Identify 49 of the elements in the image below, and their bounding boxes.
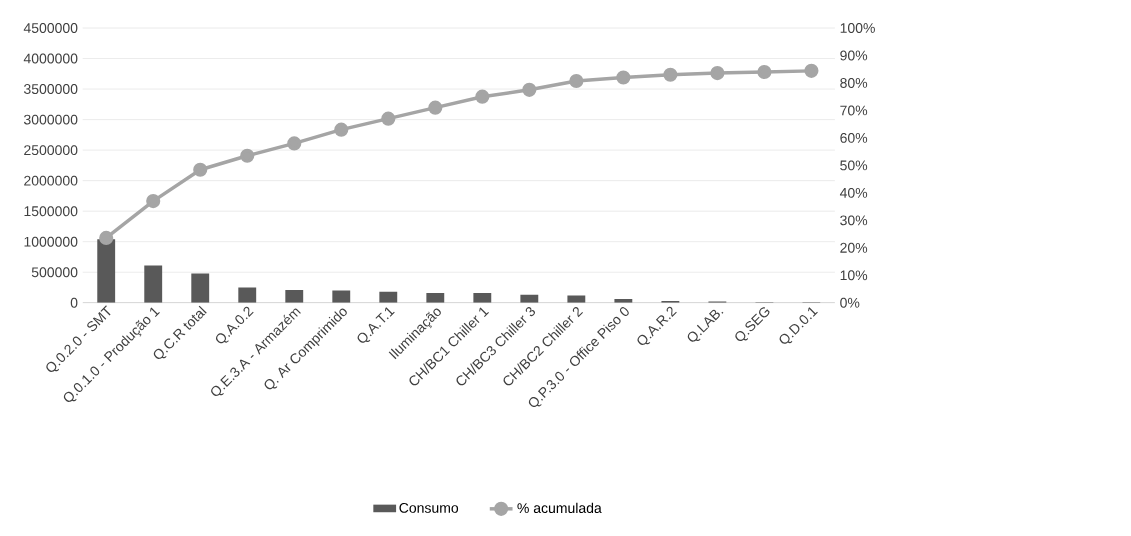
y-tick-label: 2500000	[24, 145, 78, 156]
bar	[426, 292, 445, 303]
y-tick-label: 4500000	[23, 22, 78, 33]
point	[710, 65, 725, 81]
y-tick-label: 1500000	[24, 206, 78, 217]
y-tick-label: 1000000	[24, 236, 78, 247]
point	[663, 67, 678, 82]
legend-label: % acumulada	[517, 502, 602, 513]
bar	[473, 292, 492, 303]
point	[287, 136, 302, 151]
point	[334, 122, 349, 137]
y-tick-label: 4000000	[23, 53, 78, 64]
point	[757, 64, 772, 79]
bar	[191, 273, 210, 303]
y2-tick-label: 70%	[840, 105, 868, 116]
y2-tick-label: 100%	[840, 22, 875, 33]
y-tick-label: 0	[70, 297, 78, 308]
y2-tick-label: 50%	[840, 160, 868, 171]
point	[475, 89, 490, 104]
point	[381, 111, 396, 126]
bar	[567, 295, 586, 303]
legend-label: Consumo	[399, 502, 459, 513]
y2-tick-label: 40%	[839, 187, 868, 198]
y2-tick-label: 10%	[840, 270, 868, 281]
y-tick-label: 3000000	[23, 114, 78, 125]
point	[804, 63, 819, 78]
y2-tick-label: 30%	[840, 215, 868, 226]
y2-tick-label: 80%	[840, 77, 868, 88]
bar	[97, 239, 116, 303]
bar	[285, 289, 304, 303]
y-tick-label: 2000000	[24, 175, 78, 186]
y2-tick-label: 90%	[840, 50, 868, 61]
point	[569, 73, 584, 89]
point	[193, 162, 208, 177]
y-tick-label: 500000	[31, 267, 78, 278]
bar	[144, 265, 163, 303]
bar	[379, 291, 398, 303]
point	[240, 148, 255, 163]
point	[616, 70, 631, 85]
point	[146, 193, 161, 209]
y-tick-label: 3500000	[23, 84, 78, 94]
point	[522, 82, 537, 97]
y2-tick-label: 0%	[840, 297, 860, 308]
y2-tick-label: 20%	[840, 242, 868, 253]
bar	[332, 290, 351, 303]
point	[428, 100, 443, 115]
point	[99, 230, 114, 245]
y2-tick-label: 60%	[840, 132, 868, 143]
bar	[238, 287, 257, 303]
